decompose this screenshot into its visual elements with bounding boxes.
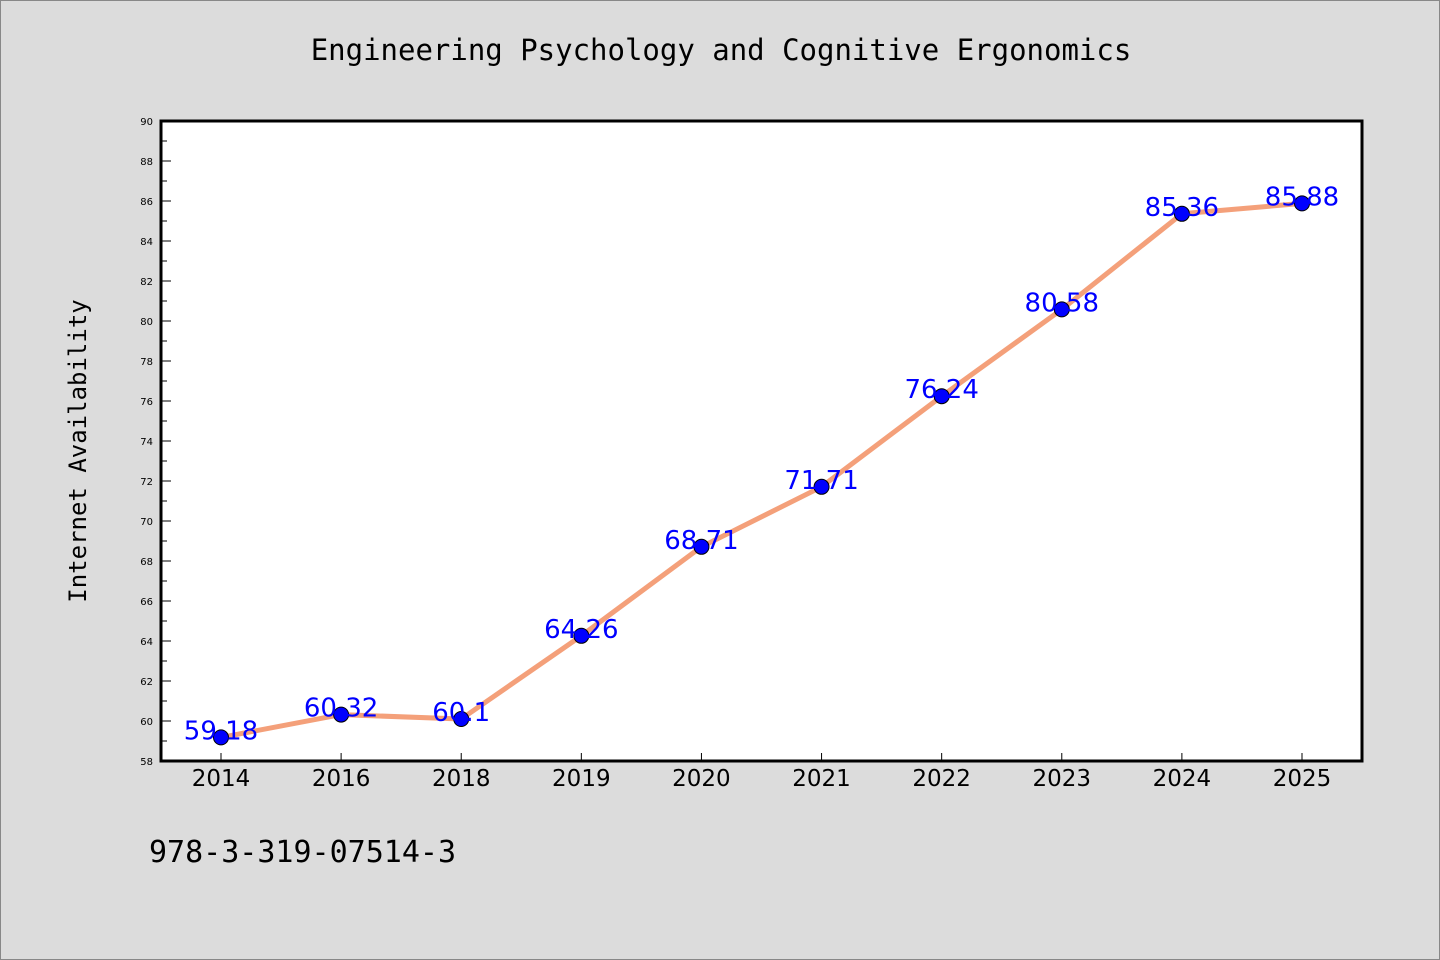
y-tick-label: 86 xyxy=(140,197,153,208)
y-tick-label: 62 xyxy=(140,677,153,688)
data-label: 60.32 xyxy=(304,694,378,724)
data-point xyxy=(1294,195,1310,212)
data-label: 68.71 xyxy=(664,526,738,556)
data-point xyxy=(453,711,470,727)
data-label: 59.18 xyxy=(184,716,258,746)
x-tick-label: 2021 xyxy=(792,766,851,792)
data-point xyxy=(1173,205,1190,222)
y-tick-label: 60 xyxy=(140,717,153,728)
y-tick-label: 72 xyxy=(140,477,153,488)
x-tick-label: 2016 xyxy=(312,766,371,792)
x-axis-ticks: 2014 2016 2018 2019 2020 2021 2022 2023 2024 2025 xyxy=(192,753,1332,792)
y-tick-label: 88 xyxy=(140,157,153,168)
data-label: 85.36 xyxy=(1145,193,1219,223)
data-label: 76.24 xyxy=(904,375,978,405)
x-tick-label: 2023 xyxy=(1033,766,1092,792)
data-label: 60.1 xyxy=(432,698,490,728)
footer-note: 978-3-319-07514-3 xyxy=(149,835,457,870)
data-label: 85.88 xyxy=(1265,182,1339,212)
x-tick-label: 2018 xyxy=(432,766,491,792)
data-labels: 59.18 60.32 60.1 64.26 68.71 71.71 76.24 80.58 8… xyxy=(184,182,1339,746)
series-line xyxy=(218,200,1305,740)
x-tick-label: 2020 xyxy=(672,766,731,792)
data-point xyxy=(573,627,590,644)
y-axis-ticks: 58 60 62 64 66 68 70 72 74 76 78 80 82 84 86 88 90 xyxy=(140,117,171,768)
series-line-group xyxy=(218,200,1305,740)
data-point xyxy=(693,538,710,555)
y-tick-label: 80 xyxy=(140,317,153,328)
data-point xyxy=(1053,301,1070,318)
x-tick-label: 2019 xyxy=(552,766,611,792)
data-point xyxy=(813,478,830,495)
data-label: 80.58 xyxy=(1025,288,1099,318)
y-tick-label: 74 xyxy=(140,437,153,448)
x-tick-label: 2024 xyxy=(1153,766,1212,792)
data-point xyxy=(333,706,350,723)
y-tick-label: 68 xyxy=(140,557,153,568)
chart-title: Engineering Psychology and Cognitive Erg… xyxy=(310,33,1132,67)
data-label: 71.71 xyxy=(784,466,858,496)
y-tick-label: 82 xyxy=(140,277,153,288)
y-tick-label: 90 xyxy=(140,117,153,128)
data-markers xyxy=(213,195,1310,746)
data-label: 64.26 xyxy=(544,615,618,645)
x-tick-label: 2014 xyxy=(192,766,251,792)
x-tick-label: 2022 xyxy=(912,766,971,792)
data-point xyxy=(933,388,950,405)
data-point xyxy=(213,729,229,746)
y-tick-label: 84 xyxy=(140,237,153,248)
y-tick-label: 76 xyxy=(140,397,153,408)
y-tick-label: 58 xyxy=(140,757,153,768)
y-tick-label: 78 xyxy=(140,357,153,368)
y-tick-label: 66 xyxy=(140,597,153,608)
x-tick-label: 2025 xyxy=(1273,766,1332,792)
y-tick-label: 70 xyxy=(140,517,153,528)
y-tick-label: 64 xyxy=(140,637,153,648)
